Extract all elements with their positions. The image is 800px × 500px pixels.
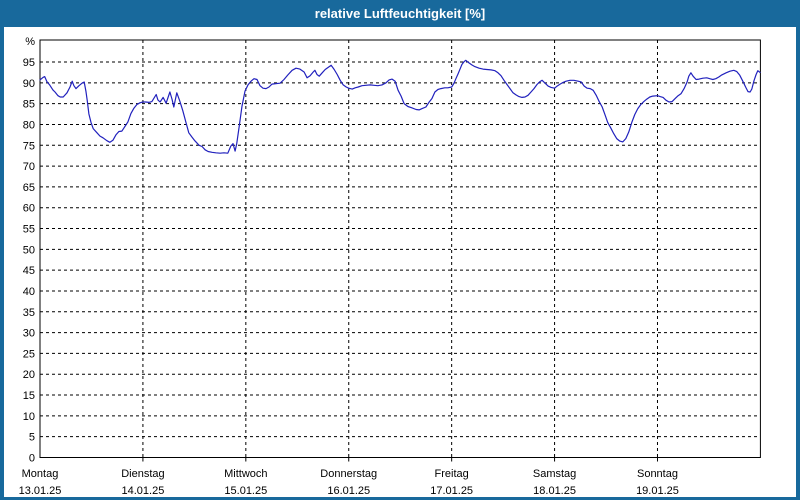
svg-text:60: 60 [23, 203, 35, 215]
svg-text:65: 65 [23, 182, 35, 194]
svg-text:15.01.25: 15.01.25 [224, 485, 267, 497]
svg-text:20: 20 [23, 369, 35, 381]
svg-text:Sonntag: Sonntag [637, 468, 678, 480]
svg-text:85: 85 [23, 99, 35, 111]
svg-text:90: 90 [23, 78, 35, 90]
svg-text:%: % [25, 36, 35, 48]
svg-text:14.01.25: 14.01.25 [122, 485, 165, 497]
svg-text:16.01.25: 16.01.25 [327, 485, 370, 497]
svg-text:Dienstag: Dienstag [121, 468, 164, 480]
svg-text:45: 45 [23, 265, 35, 277]
svg-text:Samstag: Samstag [533, 468, 576, 480]
series-relative-luftfeuchtigkeit [39, 59, 761, 154]
svg-text:15: 15 [23, 390, 35, 402]
svg-text:Freitag: Freitag [435, 468, 469, 480]
svg-text:Montag: Montag [22, 468, 59, 480]
svg-text:13.01.25: 13.01.25 [19, 485, 62, 497]
svg-text:Donnerstag: Donnerstag [320, 468, 377, 480]
svg-text:25: 25 [23, 348, 35, 360]
svg-text:Mittwoch: Mittwoch [224, 468, 267, 480]
svg-text:19.01.25: 19.01.25 [636, 485, 679, 497]
svg-text:75: 75 [23, 140, 35, 152]
svg-text:5: 5 [29, 432, 35, 444]
svg-text:30: 30 [23, 328, 35, 340]
y-axis-labels: 0 5 10 15 20 25 30 35 40 45 50 55 60 65 70 75 80 85 90 95% [23, 36, 35, 464]
svg-text:40: 40 [23, 286, 35, 298]
humidity-line [39, 59, 761, 154]
svg-text:35: 35 [23, 307, 35, 319]
svg-text:95: 95 [23, 57, 35, 69]
svg-text:10: 10 [23, 411, 35, 423]
svg-text:70: 70 [23, 161, 35, 173]
title-bar: relative Luftfeuchtigkeit [%] [0, 0, 800, 27]
chart-title: relative Luftfeuchtigkeit [%] [314, 6, 486, 21]
svg-text:80: 80 [23, 119, 35, 131]
humidity-line-chart: 0 5 10 15 20 25 30 35 40 45 50 55 60 65 70 75 80 85 90 95% M… [19, 36, 761, 497]
svg-text:55: 55 [23, 224, 35, 236]
svg-text:18.01.25: 18.01.25 [533, 485, 576, 497]
svg-text:0: 0 [29, 453, 35, 465]
x-axis-labels: Montag 13.01.25 Dienstag 14.01.25 Mittwoch 15… [19, 468, 679, 497]
svg-text:17.01.25: 17.01.25 [430, 485, 473, 497]
chart-area: 0 5 10 15 20 25 30 35 40 45 50 55 60 65 70 75 80 85 90 95% M… [4, 27, 796, 497]
svg-text:50: 50 [23, 244, 35, 256]
plot-border [39, 39, 761, 462]
gridlines [40, 40, 761, 458]
